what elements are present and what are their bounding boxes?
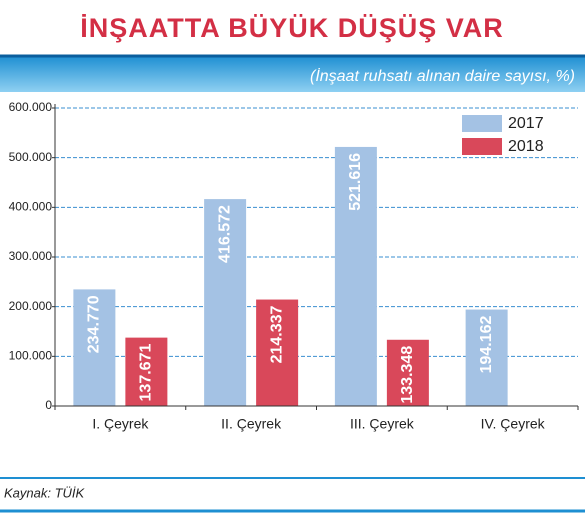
value-label: 416.572 bbox=[216, 205, 233, 263]
y-tick-label: 400.000 bbox=[9, 200, 53, 214]
value-label: 133.348 bbox=[399, 346, 416, 404]
legend-label: 2018 bbox=[508, 138, 544, 155]
value-label: 234.770 bbox=[86, 295, 103, 353]
value-label: 214.337 bbox=[268, 305, 285, 363]
source: Kaynak: TÜİK bbox=[4, 485, 86, 500]
y-tick-label: 600.000 bbox=[9, 100, 53, 114]
value-label: 137.671 bbox=[138, 344, 155, 402]
bar bbox=[125, 337, 168, 406]
legend-swatch bbox=[462, 138, 502, 155]
y-tick-label: 300.000 bbox=[9, 249, 53, 263]
subtitle-band bbox=[0, 56, 585, 92]
bar bbox=[465, 309, 508, 406]
value-label: 194.162 bbox=[478, 315, 495, 373]
y-tick-label: 0 bbox=[45, 398, 52, 412]
bar bbox=[334, 146, 377, 406]
legend-label: 2017 bbox=[508, 115, 544, 132]
y-tick-label: 200.000 bbox=[9, 299, 53, 313]
subtitle: (İnşaat ruhsatı alınan daire sayısı, %) bbox=[310, 66, 575, 85]
legend-swatch bbox=[462, 115, 502, 132]
bar bbox=[386, 339, 429, 406]
x-tick-label: IV. Çeyrek bbox=[481, 416, 546, 432]
bar bbox=[73, 289, 116, 406]
y-tick-label: 500.000 bbox=[9, 150, 53, 164]
value-label: 521.616 bbox=[347, 153, 364, 211]
x-tick-label: II. Çeyrek bbox=[221, 416, 282, 432]
x-tick-label: I. Çeyrek bbox=[92, 416, 149, 432]
y-tick-label: 100.000 bbox=[9, 349, 53, 363]
x-tick-label: III. Çeyrek bbox=[350, 416, 415, 432]
chart-title: İNŞAATTA BÜYÜK DÜŞÜŞ VAR bbox=[80, 13, 504, 43]
bar bbox=[256, 299, 299, 406]
bar bbox=[204, 199, 247, 406]
